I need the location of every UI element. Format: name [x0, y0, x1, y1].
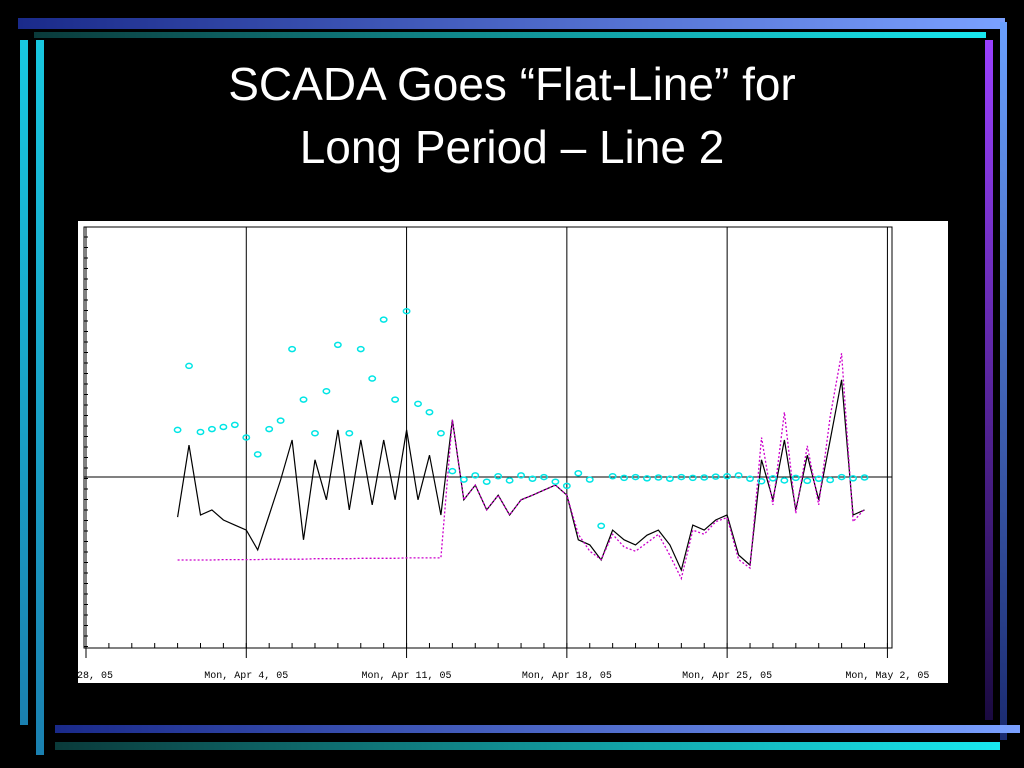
data-point — [711, 473, 720, 480]
data-point — [757, 478, 766, 485]
title-line: SCADA Goes “Flat-Line” for — [228, 58, 796, 110]
data-point — [391, 396, 400, 403]
data-point — [219, 423, 228, 431]
data-point — [677, 473, 686, 481]
chart: ar 28, 05 Mon, Apr 4, 05 Mon, Apr 11, 05 Mo… — [59, 226, 929, 682]
data-point — [173, 426, 182, 434]
data-point — [265, 425, 274, 433]
data-point — [700, 474, 709, 481]
data-point — [746, 475, 754, 483]
data-point — [322, 387, 331, 395]
data-line — [177, 353, 865, 581]
data-point — [288, 345, 297, 353]
deco-bar — [55, 742, 1000, 750]
deco-bar — [18, 18, 1005, 29]
deco-bar — [34, 32, 986, 38]
data-point — [253, 451, 262, 458]
data-point — [333, 341, 342, 349]
data-point — [528, 475, 537, 483]
data-point — [299, 396, 308, 403]
x-tick-label: ar 28, 05 — [59, 671, 113, 682]
title-line: Long Period – Line 2 — [300, 121, 725, 173]
data-point — [574, 470, 583, 477]
data-point — [276, 417, 285, 424]
x-tick-label: Mon, Apr 18, 05 — [522, 671, 612, 682]
data-point — [562, 482, 571, 490]
data-point — [414, 400, 422, 408]
data-point — [768, 475, 777, 482]
data-point — [185, 362, 193, 370]
data-point — [643, 475, 651, 482]
data-point — [242, 434, 251, 441]
data-point — [791, 474, 800, 482]
data-point — [448, 467, 457, 475]
data-point — [803, 477, 812, 485]
data-point — [207, 425, 216, 433]
plot-frame — [83, 226, 893, 649]
data-point — [459, 476, 468, 483]
data-point — [826, 476, 835, 484]
data-point — [654, 474, 663, 481]
data-point — [631, 473, 640, 481]
data-point — [436, 430, 445, 437]
deco-bar — [1000, 22, 1007, 740]
data-point — [517, 472, 526, 479]
data-point — [402, 307, 411, 315]
deco-bar — [985, 40, 993, 720]
data-point — [734, 472, 743, 479]
x-tick-label: Mon, Apr 11, 05 — [362, 671, 452, 682]
data-point — [230, 421, 239, 429]
data-point — [425, 408, 434, 416]
data-point — [608, 472, 617, 480]
data-point — [356, 345, 365, 353]
data-point — [597, 522, 606, 530]
x-tick-label: Mon, Apr 4, 05 — [204, 671, 288, 682]
data-point — [196, 428, 205, 436]
data-point — [471, 472, 480, 479]
x-tick-label: Mon, Apr 25, 05 — [682, 671, 772, 682]
data-point — [505, 477, 514, 484]
data-point — [814, 475, 823, 483]
x-tick-label: Mon, May 2, 05 — [845, 671, 929, 682]
chart-background — [78, 221, 948, 683]
data-point — [540, 473, 548, 481]
data-point — [849, 475, 858, 482]
data-point — [494, 472, 503, 480]
data-point — [837, 473, 846, 481]
data-point — [551, 478, 560, 485]
deco-bar — [36, 40, 44, 755]
deco-bar — [55, 725, 1020, 733]
deco-bar — [20, 40, 28, 725]
data-point — [780, 477, 789, 484]
data-point — [585, 476, 594, 483]
data-point — [311, 430, 319, 437]
data-point — [345, 430, 354, 437]
data-point — [379, 316, 388, 323]
data-point — [860, 474, 869, 481]
data-point — [665, 475, 674, 483]
data-point — [620, 474, 629, 482]
data-point — [368, 375, 377, 382]
data-point — [482, 478, 491, 485]
data-point — [723, 472, 732, 480]
data-point — [688, 474, 697, 482]
